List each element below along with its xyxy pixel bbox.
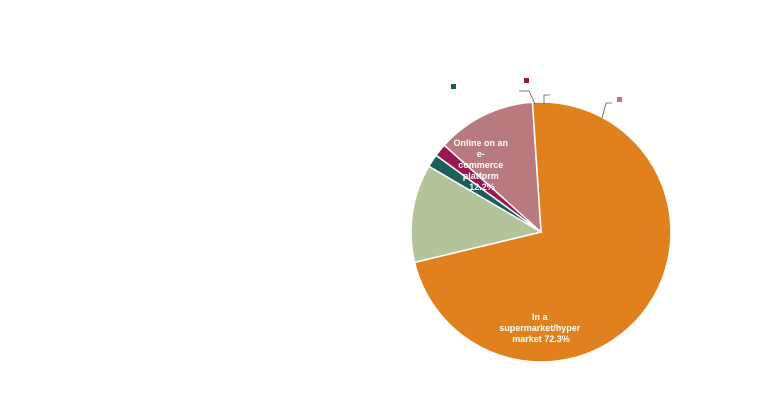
legend-markers bbox=[451, 78, 622, 102]
slice-label-supermarket: In a supermarket/hyper market 72.3% bbox=[499, 312, 583, 344]
slice-label-supermarket-line-3: market 72.3% bbox=[512, 334, 570, 344]
slice-label-ecommerce-line-3: commerce bbox=[458, 160, 503, 170]
slice-ecommerce bbox=[410, 165, 543, 264]
slice-rose bbox=[443, 101, 542, 234]
slice-label-supermarket-line-1: In a bbox=[532, 312, 548, 322]
slice-label-ecommerce-line-4: platform bbox=[463, 171, 499, 181]
leader-lines bbox=[519, 90, 612, 119]
leader-line-rose bbox=[601, 102, 612, 119]
leader-line-maroon bbox=[543, 94, 550, 104]
slice-label-supermarket-line-2: supermarket/hyper bbox=[499, 323, 581, 333]
slice-label-ecommerce-line-5: 12.2% bbox=[469, 182, 495, 192]
slice-label-ecommerce-line-1: Online on an bbox=[453, 138, 508, 148]
slice-supermarket bbox=[413, 101, 672, 363]
pie-slices bbox=[410, 101, 672, 363]
marker-teal bbox=[451, 84, 456, 89]
marker-rose bbox=[617, 97, 622, 102]
marker-maroon bbox=[524, 78, 529, 83]
slice-label-ecommerce: Online on an e- commerce platform 12.2% bbox=[453, 138, 510, 192]
leader-line-teal bbox=[519, 90, 536, 105]
slice-labels: Online on an e- commerce platform 12.2% … bbox=[453, 138, 583, 344]
slice-label-ecommerce-line-2: e- bbox=[477, 149, 485, 159]
